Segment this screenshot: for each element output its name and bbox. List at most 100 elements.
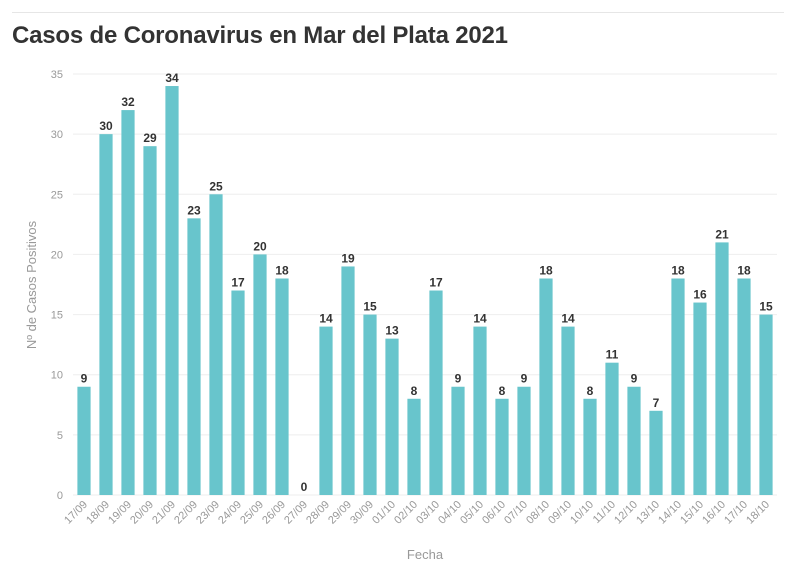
bar <box>627 386 641 495</box>
x-tick-label: 10/10 <box>568 499 596 527</box>
data-label: 20 <box>253 239 267 253</box>
data-label: 9 <box>521 372 528 386</box>
x-tick-label: 27/09 <box>282 499 310 527</box>
bar <box>737 278 751 495</box>
data-label: 7 <box>653 396 660 410</box>
data-label: 18 <box>671 263 685 277</box>
data-label: 8 <box>499 384 506 398</box>
x-tick-label: 12/10 <box>612 499 640 527</box>
bars <box>77 86 773 496</box>
x-tick-label: 30/09 <box>348 499 376 527</box>
data-label: 29 <box>143 131 157 145</box>
bar <box>649 410 663 495</box>
y-axis-ticks: 0 5 10 15 20 25 30 35 <box>51 69 63 502</box>
y-tick-label: 30 <box>51 129 63 141</box>
bar <box>759 314 773 495</box>
data-label: 34 <box>165 71 179 85</box>
data-label: 11 <box>606 348 619 362</box>
y-tick-label: 20 <box>51 249 63 261</box>
bar <box>605 362 619 495</box>
data-label: 8 <box>587 384 594 398</box>
data-label: 15 <box>759 300 773 314</box>
y-tick-label: 0 <box>57 490 63 502</box>
data-label: 16 <box>693 288 707 302</box>
data-label: 23 <box>187 203 201 217</box>
bar <box>671 278 685 495</box>
y-tick-label: 5 <box>57 430 63 442</box>
data-label: 17 <box>429 276 443 290</box>
x-tick-label: 18/10 <box>744 499 772 527</box>
bar <box>165 86 179 496</box>
data-label: 30 <box>99 119 113 133</box>
y-tick-label: 25 <box>51 189 63 201</box>
bar <box>143 146 157 495</box>
x-tick-label: 15/10 <box>678 499 706 527</box>
y-axis-title: Nº de Casos Positivos <box>24 220 39 349</box>
x-tick-label: 06/10 <box>480 499 508 527</box>
x-tick-label: 05/10 <box>458 499 486 527</box>
x-tick-label: 24/09 <box>216 499 244 527</box>
data-label: 9 <box>81 372 88 386</box>
data-label: 9 <box>455 372 462 386</box>
bar <box>231 290 245 495</box>
data-label: 21 <box>715 227 729 241</box>
data-label: 25 <box>209 179 223 193</box>
x-tick-label: 22/09 <box>172 499 200 527</box>
data-label: 8 <box>411 384 418 398</box>
x-tick-label: 08/10 <box>524 499 552 527</box>
y-tick-label: 15 <box>51 310 63 322</box>
bar <box>429 290 443 495</box>
x-tick-label: 11/10 <box>591 499 618 526</box>
y-tick-label: 35 <box>51 69 63 81</box>
data-label: 14 <box>561 312 575 326</box>
bar <box>407 398 421 495</box>
bar <box>583 398 597 495</box>
bar <box>341 266 355 495</box>
x-tick-label: 02/10 <box>392 499 420 527</box>
x-tick-label: 23/09 <box>194 499 222 527</box>
data-label: 32 <box>121 95 135 109</box>
x-tick-label: 07/10 <box>502 499 530 527</box>
bar <box>319 326 333 495</box>
data-labels: 9 30 32 29 34 23 25 17 20 18 0 14 19 15 13 8 17 9 14 8 9 18 14… <box>81 71 773 494</box>
x-tick-label: 19/09 <box>106 499 134 527</box>
bar <box>715 242 729 495</box>
x-tick-label: 13/10 <box>634 499 662 527</box>
bar <box>517 386 531 495</box>
data-label: 14 <box>319 312 333 326</box>
data-label: 18 <box>737 263 751 277</box>
data-label: 13 <box>385 324 399 338</box>
bar <box>121 110 135 495</box>
bar <box>539 278 553 495</box>
bar <box>561 326 575 495</box>
data-label: 18 <box>539 263 553 277</box>
bar <box>275 278 289 495</box>
bar <box>187 218 201 496</box>
bar <box>495 398 509 495</box>
x-tick-label: 26/09 <box>260 499 288 527</box>
data-label: 9 <box>631 372 638 386</box>
bar <box>473 326 487 495</box>
x-tick-label: 25/09 <box>238 499 266 527</box>
y-tick-label: 10 <box>51 370 63 382</box>
data-label: 18 <box>275 263 289 277</box>
x-tick-label: 17/10 <box>722 499 750 527</box>
bar <box>77 386 91 495</box>
x-tick-label: 16/10 <box>700 499 728 527</box>
chart-title: Casos de Coronavirus en Mar del Plata 20… <box>12 22 508 49</box>
bar <box>385 338 399 495</box>
x-tick-label: 04/10 <box>436 499 464 527</box>
x-tick-label: 03/10 <box>414 499 442 527</box>
x-tick-label: 17/09 <box>62 499 90 527</box>
x-tick-label: 09/10 <box>546 499 574 527</box>
x-axis-title: Fecha <box>407 547 444 562</box>
bar <box>253 254 267 495</box>
data-label: 15 <box>363 300 377 314</box>
x-tick-label: 28/09 <box>304 499 332 527</box>
data-label: 0 <box>301 480 308 494</box>
bar <box>99 134 113 495</box>
bar <box>209 194 223 496</box>
data-label: 17 <box>231 276 245 290</box>
data-label: 19 <box>341 251 355 265</box>
